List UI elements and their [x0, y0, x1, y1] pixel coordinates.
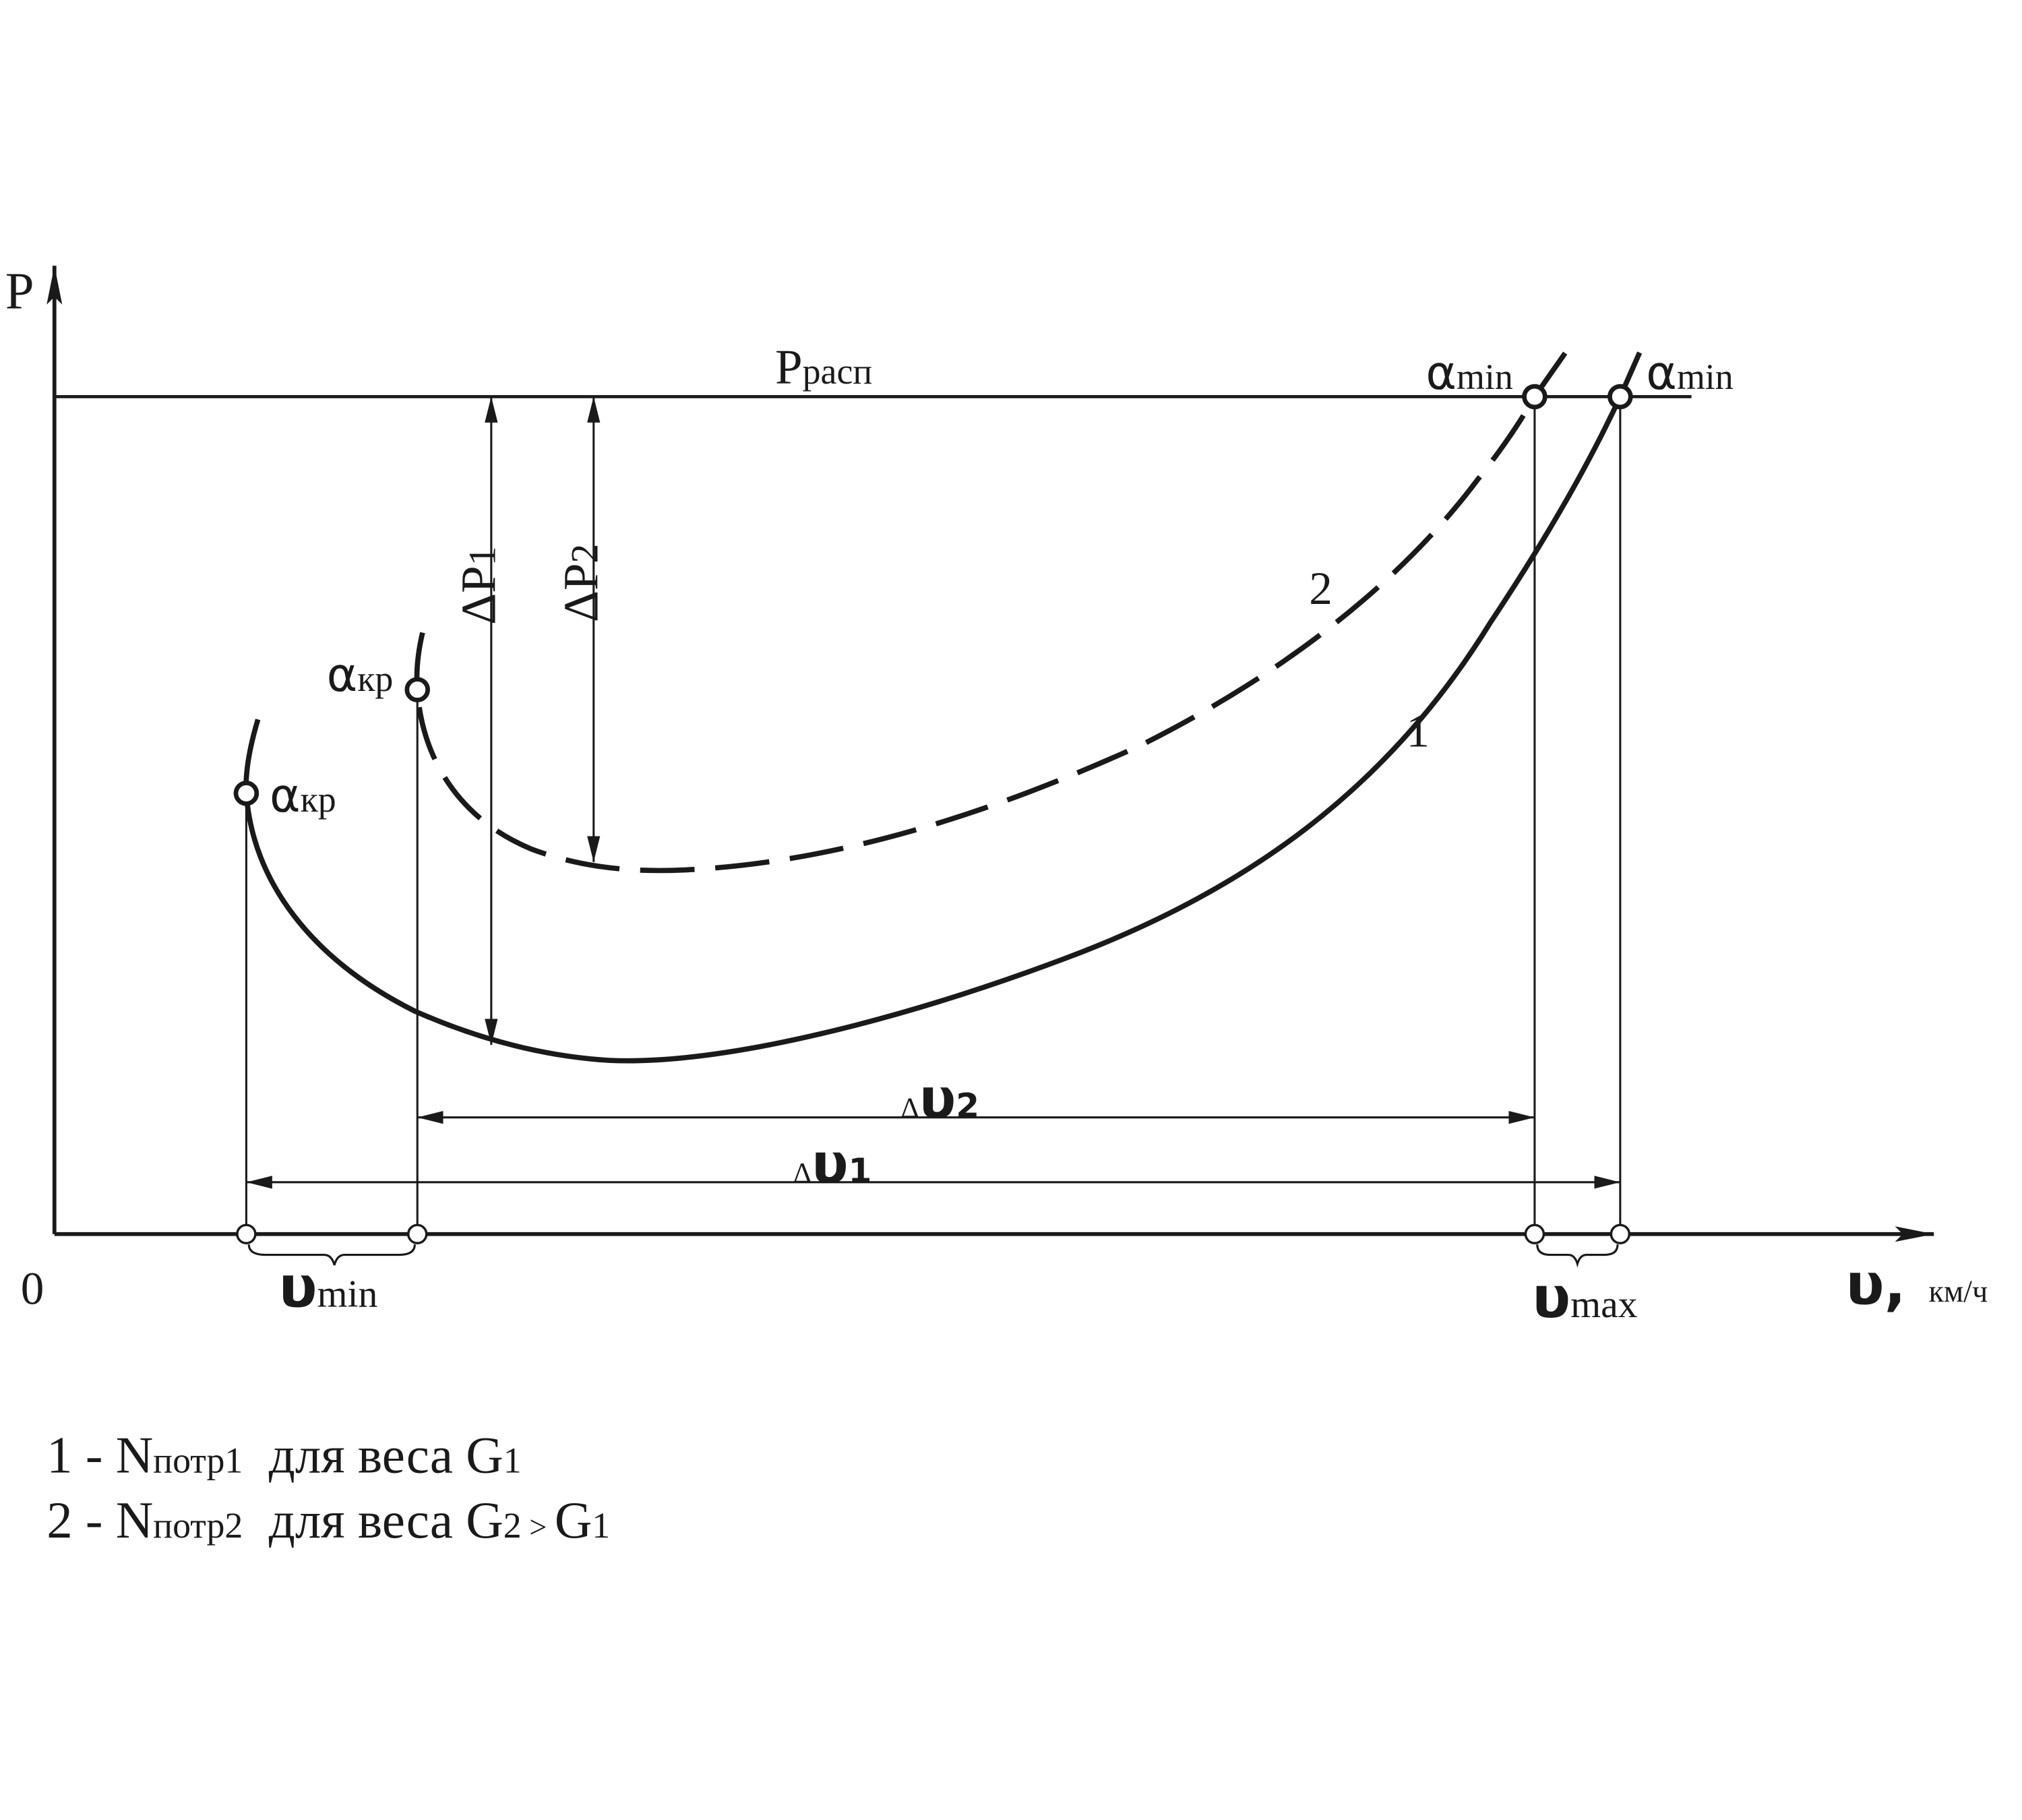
alpha-kr-label: αкр [270, 769, 336, 823]
alpha-kr-point [404, 677, 430, 702]
axis-point [407, 1223, 428, 1244]
v-max-label: υmax [1532, 1264, 1638, 1331]
alpha-min-point [1607, 384, 1633, 410]
axis-point [1610, 1223, 1631, 1244]
axis-point [236, 1223, 257, 1244]
alpha-min-point [1522, 384, 1548, 410]
legend-item: 1 - Nпотр1 для веса G1 [47, 1426, 522, 1484]
curve-1 [243, 351, 1643, 1064]
brace [247, 1244, 416, 1266]
alpha-min-label: αmin [1646, 346, 1733, 400]
x-label: υ, [1845, 1251, 1905, 1318]
alpha-min-label: αmin [1426, 346, 1512, 400]
alpha-kr-label: αкр [327, 648, 394, 702]
points [233, 384, 1633, 806]
x-unit: км/ч [1929, 1274, 1988, 1308]
brace [1536, 1244, 1619, 1268]
origin: 0 [21, 1263, 44, 1314]
y-label: P [5, 262, 34, 320]
legend-item: 2 - Nпотр2 для веса G2 > G1 [47, 1491, 610, 1549]
delta-p1-label: ΔP1 [452, 546, 506, 624]
v-min-label: υmin [278, 1253, 377, 1320]
alpha-kr-point [233, 781, 259, 806]
curve-label: 2 [1309, 562, 1332, 614]
available-thrust-label: Pрасп [775, 340, 872, 394]
delta-p2-label: ΔP2 [554, 544, 609, 622]
axis-points [236, 1223, 1631, 1244]
axis-point [1524, 1223, 1545, 1244]
delta-v1-label: Δυ1 [793, 1132, 872, 1196]
curve-label: 1 [1407, 705, 1430, 757]
delta-v2-label: Δυ2 [901, 1068, 980, 1131]
